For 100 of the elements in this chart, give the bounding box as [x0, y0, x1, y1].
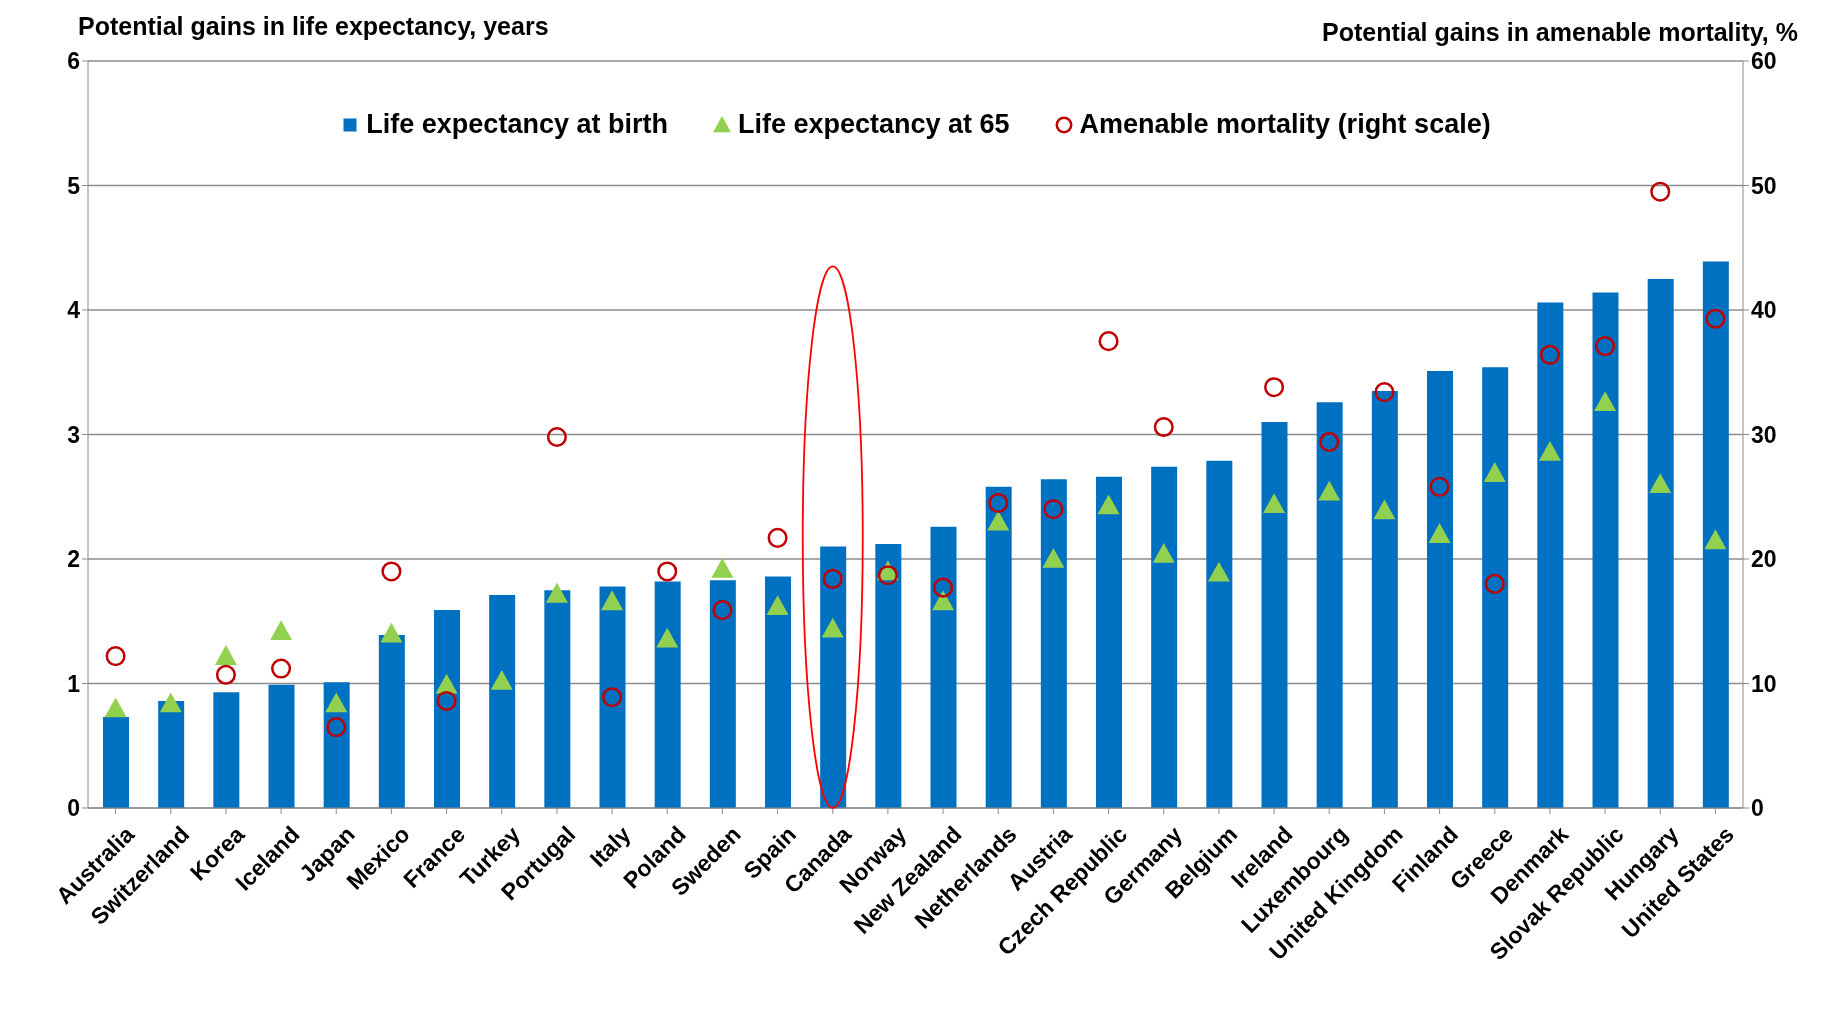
bar: [654, 581, 681, 808]
y-axis-title: Potential gains in life expectancy, years: [78, 12, 549, 41]
bar: [268, 684, 295, 808]
bar: [213, 692, 240, 808]
bar: [820, 546, 847, 808]
point: [545, 582, 568, 603]
y2-tick-label: 10: [1751, 670, 1777, 697]
point: [104, 697, 127, 718]
point: [1098, 331, 1119, 352]
y2-tick-label: 50: [1751, 172, 1777, 199]
y2-tick-label: 0: [1751, 795, 1764, 822]
bar: [1151, 466, 1178, 808]
bar: [1482, 367, 1509, 808]
point: [1319, 431, 1340, 453]
bar: [599, 586, 626, 808]
point: [271, 658, 292, 679]
point: [821, 617, 844, 638]
bar: [1040, 479, 1067, 808]
point: [1539, 344, 1560, 365]
legend-label: Life expectancy at birth: [366, 109, 668, 140]
point: [1429, 476, 1450, 497]
point: [1153, 416, 1174, 438]
point: [822, 568, 843, 589]
point: [712, 600, 733, 621]
point: [1264, 377, 1285, 398]
point: [546, 426, 567, 448]
point: [325, 692, 348, 713]
bar: [1592, 292, 1619, 808]
point: [1704, 529, 1727, 550]
y2-tick-label: 40: [1751, 297, 1777, 324]
point: [159, 692, 182, 713]
y-tick-label: 0: [67, 795, 80, 822]
point: [1373, 499, 1396, 520]
y-tick-label: 5: [67, 172, 81, 199]
point: [436, 690, 457, 711]
point: [1263, 493, 1286, 514]
point: [326, 717, 347, 738]
point: [988, 492, 1009, 514]
point: [1650, 181, 1671, 202]
y-tick-label: 6: [67, 48, 80, 75]
bar: [1537, 302, 1564, 808]
bar: [985, 486, 1012, 808]
y-tick-label: 1: [67, 670, 81, 697]
point: [1595, 336, 1616, 357]
point: [1318, 480, 1341, 501]
bar: [1096, 476, 1122, 808]
point: [1705, 308, 1726, 329]
point: [877, 565, 898, 586]
y2-tick-label: 20: [1751, 546, 1777, 573]
point: [1374, 382, 1395, 403]
point: [767, 527, 788, 548]
point: [601, 590, 624, 611]
point: [933, 577, 954, 598]
legend-label: Amenable mortality (right scale): [1079, 109, 1491, 140]
point: [380, 622, 403, 643]
point: [602, 687, 623, 708]
point: [1097, 494, 1120, 515]
bar: [1371, 390, 1398, 808]
point: [1483, 462, 1506, 482]
point: [1538, 440, 1561, 461]
legend-label: Life expectancy at 65: [737, 109, 1010, 140]
point: [381, 561, 402, 582]
point: [1042, 548, 1065, 568]
y2-tick-label: 30: [1751, 421, 1777, 448]
point: [270, 620, 293, 641]
point: [1594, 391, 1617, 411]
bar: [930, 526, 957, 808]
point: [1649, 473, 1672, 494]
point: [1207, 561, 1230, 582]
point: [932, 590, 955, 611]
bar: [875, 544, 902, 808]
bar: [103, 717, 129, 808]
bar: [1702, 261, 1729, 808]
bar: [544, 590, 571, 808]
bar: [323, 682, 350, 808]
bar: [378, 634, 405, 808]
bar: [1427, 371, 1453, 808]
point: [105, 646, 126, 667]
bar: [1316, 402, 1343, 808]
point: [490, 670, 513, 690]
y-tick-label: 4: [67, 297, 81, 324]
bar: [1206, 460, 1233, 808]
bar: [489, 595, 516, 808]
point: [766, 595, 789, 616]
point: [1043, 499, 1064, 520]
bar: [1647, 278, 1674, 808]
point: [656, 627, 679, 648]
bar: [434, 610, 460, 808]
bar: [158, 700, 185, 808]
point: [1484, 573, 1505, 594]
bar: [1261, 422, 1288, 808]
bar: [709, 580, 736, 808]
point: [214, 645, 237, 665]
point: [657, 561, 678, 582]
y2-tick-label: 60: [1751, 48, 1777, 75]
point: [987, 510, 1010, 531]
y-tick-label: 3: [67, 421, 80, 448]
point: [711, 557, 734, 578]
point: [1428, 523, 1451, 543]
point: [215, 664, 236, 685]
